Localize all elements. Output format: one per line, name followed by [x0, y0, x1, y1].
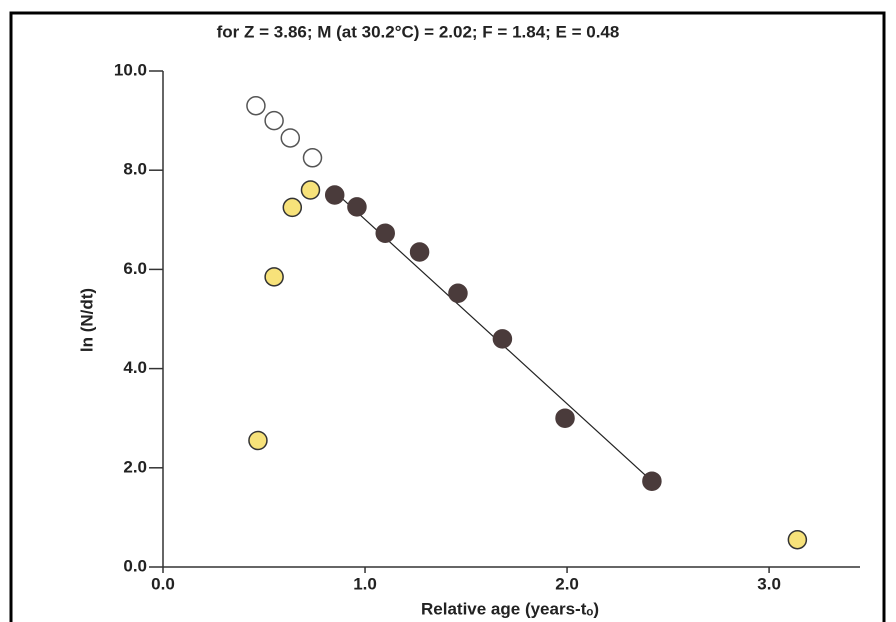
- data-point: [246, 95, 266, 116]
- data-point: [642, 471, 662, 491]
- data-point: [555, 408, 575, 428]
- x-tick-label: 0.0: [151, 574, 175, 593]
- frame: [9, 11, 886, 622]
- y-tick-label: 0.0: [123, 556, 147, 575]
- x-axis-label: Relative age (years-tₒ): [421, 599, 599, 618]
- x-tick-label: 1.0: [353, 574, 377, 593]
- data-point: [787, 529, 808, 550]
- data-point: [324, 185, 345, 205]
- data-point: [282, 197, 303, 218]
- data-point: [280, 128, 301, 148]
- y-tick-label: 8.0: [123, 160, 147, 179]
- y-tick-label: 4.0: [123, 358, 147, 377]
- data-point: [347, 197, 367, 217]
- y-tick-label: 10.0: [114, 60, 147, 79]
- data-point: [448, 283, 468, 303]
- data-point: [492, 329, 513, 349]
- y-tick-label: 6.0: [123, 259, 147, 278]
- y-axis-label: ln (N/dt): [77, 288, 96, 352]
- chart-title: for Z = 3.86; M (at 30.2°C) = 2.02; F = …: [217, 22, 620, 41]
- y-tick-label: 2.0: [123, 457, 147, 476]
- data-point: [409, 242, 430, 262]
- data-point: [248, 430, 268, 451]
- data-point: [264, 110, 284, 131]
- data-point: [302, 148, 323, 168]
- x-tick-label: 2.0: [555, 574, 579, 593]
- data-point: [375, 223, 395, 243]
- data-point: [300, 180, 321, 200]
- data-point: [264, 267, 284, 287]
- x-tick-label: 3.0: [757, 574, 781, 593]
